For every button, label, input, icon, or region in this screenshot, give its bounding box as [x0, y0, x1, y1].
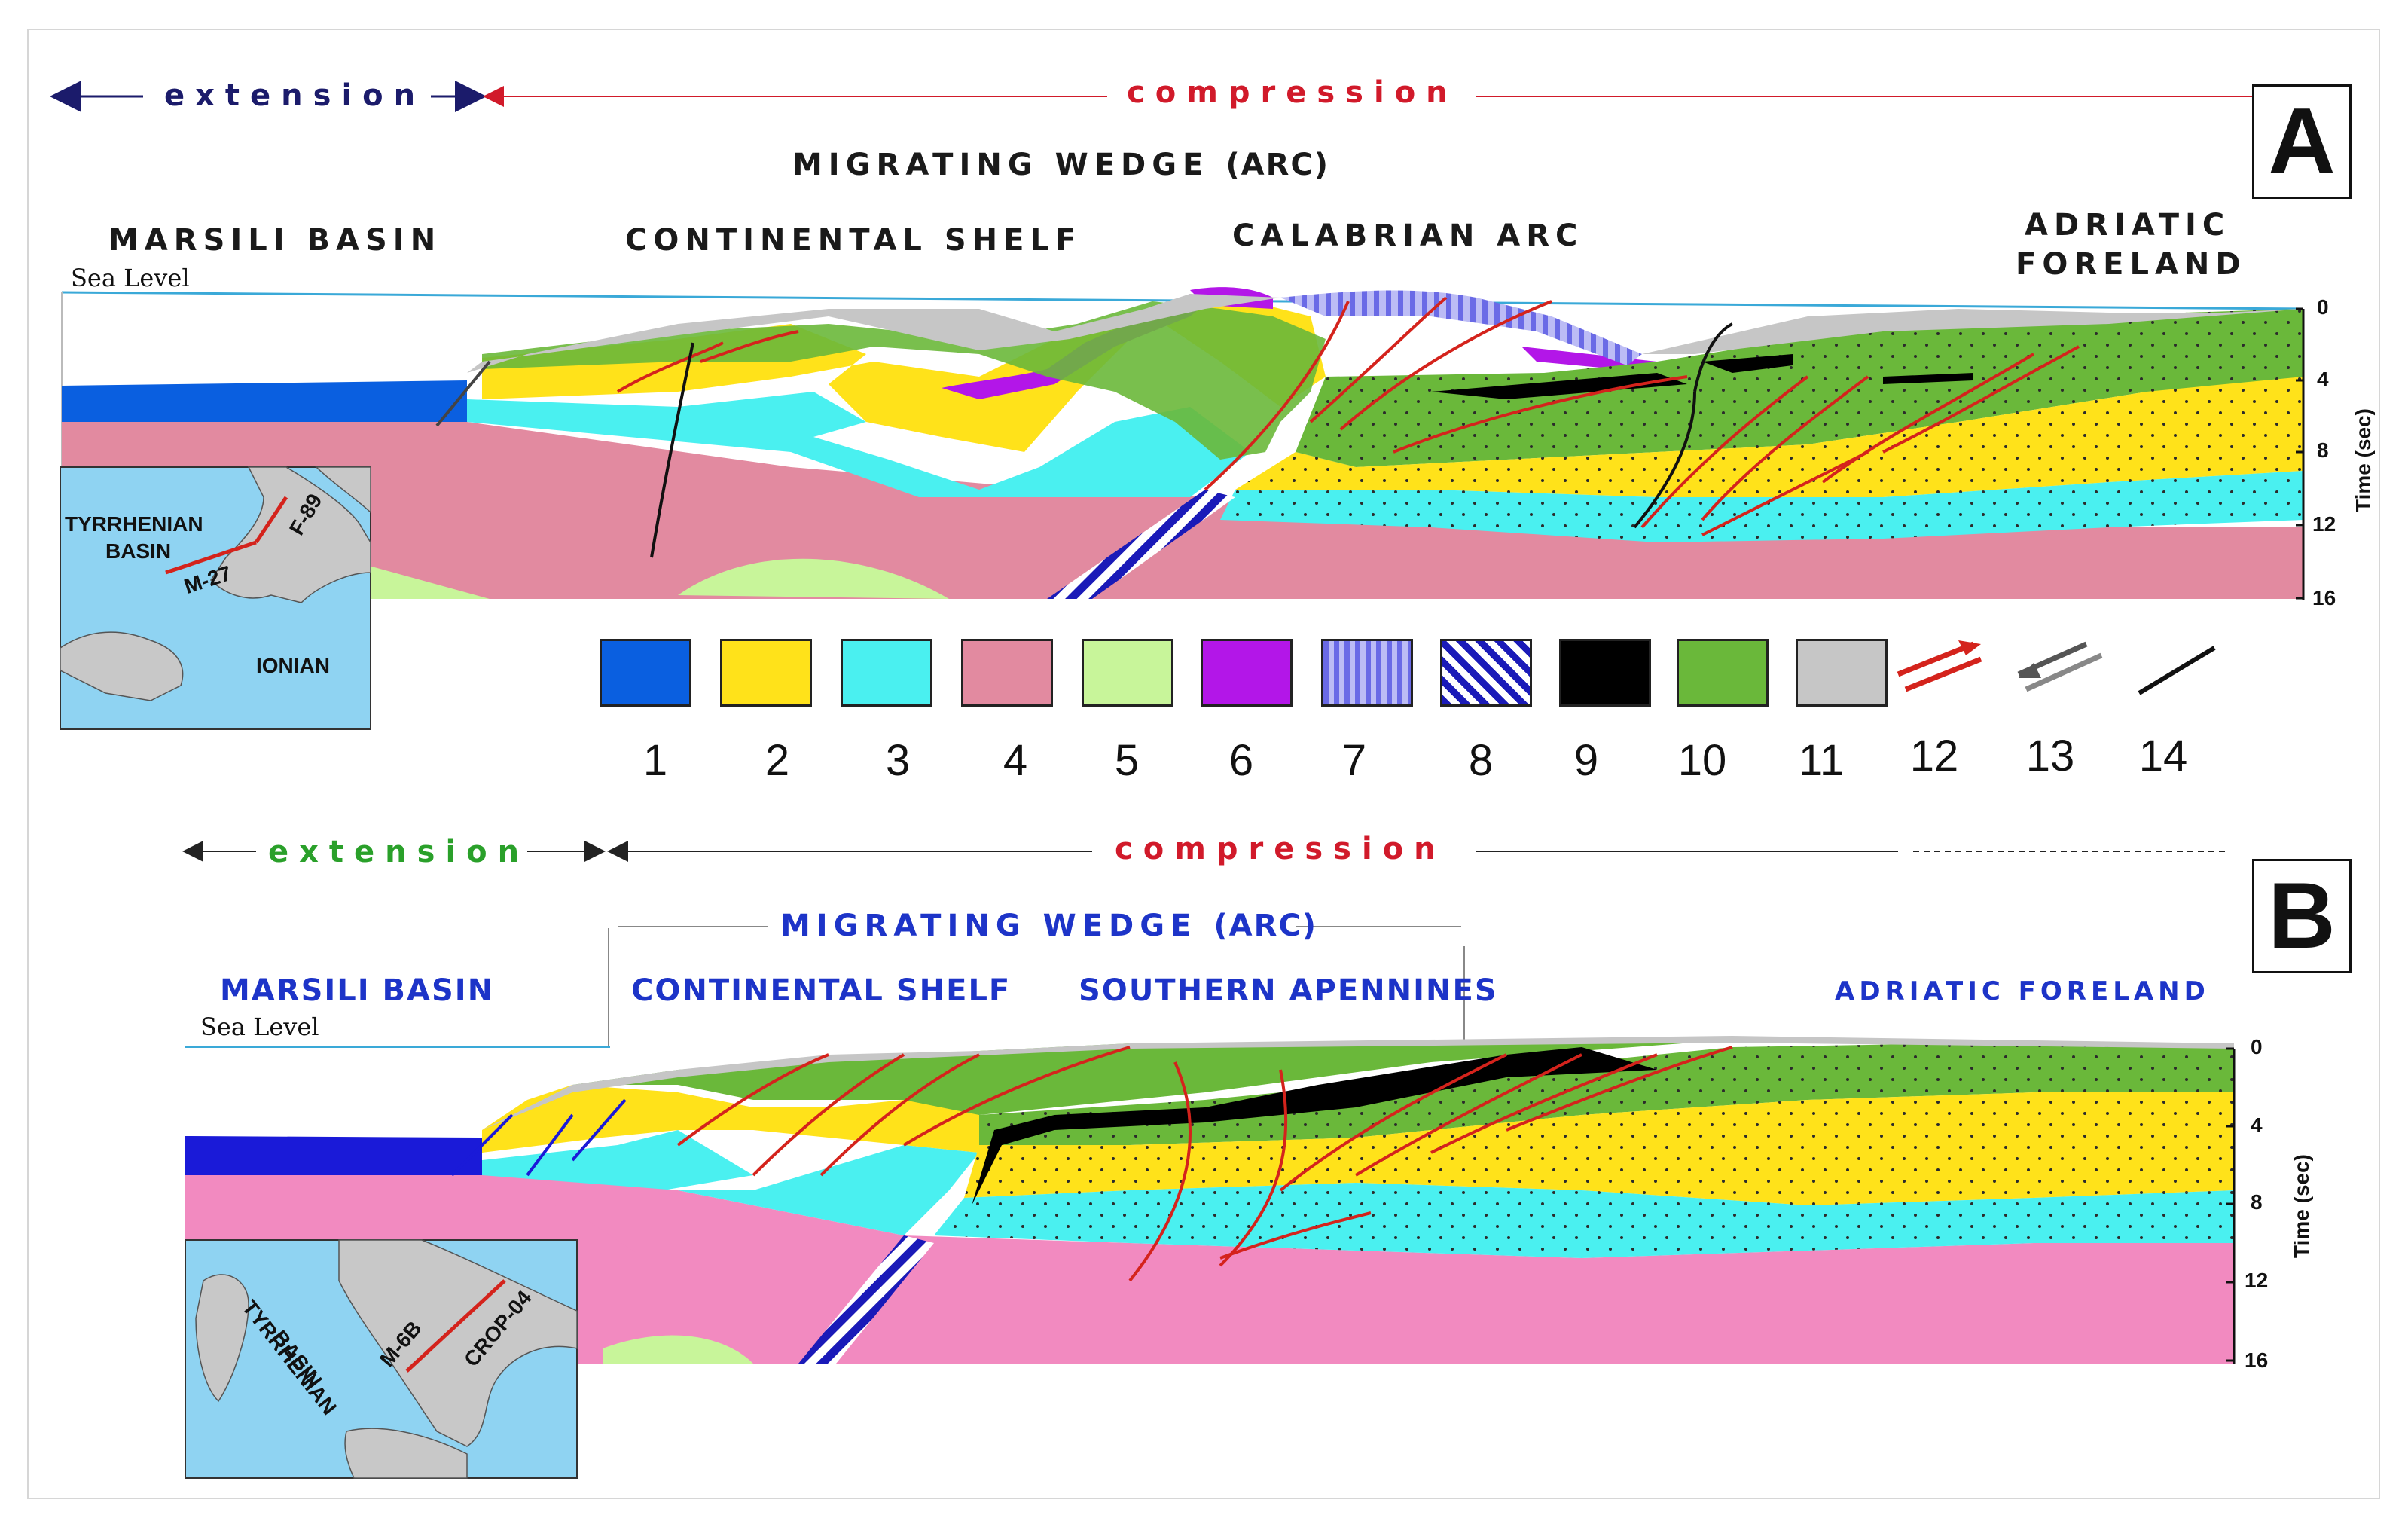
panel-a-tick-4: 4: [2317, 368, 2329, 391]
panel-b-wedge-suffix: (ARC): [1213, 909, 1318, 943]
panel-a-tick-12: 12: [2312, 512, 2336, 536]
legend-number-3: 3: [885, 736, 911, 785]
legend-symbol-14: [2138, 646, 2216, 695]
legend-symbol-12: [1897, 640, 1982, 692]
panel-a-section: [61, 287, 2304, 603]
panel-b-tick-8: 8: [2251, 1190, 2263, 1214]
region-foreland: FORELAND: [2016, 247, 2247, 282]
panel-b-sea-level: Sea Level: [200, 1012, 319, 1041]
panel-b-axis: [2226, 1047, 2236, 1364]
panel-a-axis: [2296, 307, 2305, 600]
legend-symbol-13: [2017, 641, 2103, 692]
panel-b-axis-title: Time (sec): [2290, 1154, 2313, 1258]
panel-a-tick-0: 0: [2317, 295, 2329, 319]
panel-a-letter: A: [2252, 84, 2352, 199]
panel-b-tick-12: 12: [2245, 1269, 2269, 1292]
panel-b-tick-16: 16: [2245, 1348, 2269, 1372]
panel-b-wedge-text: MIGRATING WEDGE: [780, 909, 1198, 943]
legend-number-8: 8: [1468, 736, 1494, 785]
legend-swatch-10: [1677, 639, 1769, 707]
legend-swatch-3: [841, 639, 932, 707]
panel-b-tick-4: 4: [2251, 1113, 2263, 1137]
panel-a-compression-label: compression: [1127, 75, 1458, 110]
panel-a-inset-map: [60, 466, 371, 730]
legend-swatch-5: [1082, 639, 1173, 707]
legend-number-9: 9: [1573, 736, 1599, 785]
region-continental-shelf: CONTINENTAL SHELF: [625, 223, 1082, 258]
legend-swatch-1: [600, 639, 691, 707]
legend-swatch-7: [1321, 639, 1413, 707]
inset-a-basin: BASIN: [105, 539, 172, 563]
legend-swatch-11: [1796, 639, 1888, 707]
legend-number-13: 13: [2025, 731, 2075, 780]
legend-number-6: 6: [1228, 736, 1254, 785]
region-b-adriatic-foreland: ADRIATIC FORELAND: [1835, 976, 2210, 1006]
legend-swatch-9: [1559, 639, 1651, 707]
legend-number-10: 10: [1677, 736, 1727, 785]
legend-number-1: 1: [642, 736, 668, 785]
panel-a-wedge-text: MIGRATING WEDGE: [792, 148, 1210, 182]
panel-b-header-arrows: [182, 841, 2229, 1047]
legend-swatch-8: [1440, 639, 1532, 707]
legend-number-14: 14: [2138, 731, 2188, 780]
inset-a-ionian: IONIAN: [256, 654, 330, 677]
legend-number-7: 7: [1341, 736, 1367, 785]
region-b-continental-shelf: CONTINENTAL SHELF: [631, 973, 1012, 1008]
legend-number-4: 4: [1003, 736, 1028, 785]
legend-number-5: 5: [1114, 736, 1140, 785]
legend-swatch-2: [720, 639, 812, 707]
panel-b-letter: B: [2252, 859, 2352, 973]
region-adriatic: ADRIATIC: [2025, 208, 2231, 243]
region-b-marsili-basin: MARSILI BASIN: [220, 973, 495, 1008]
panel-a-extension-label: extension: [164, 78, 426, 113]
panel-a-wedge-suffix: (ARC): [1225, 148, 1330, 182]
region-marsili-basin: MARSILI BASIN: [108, 223, 442, 258]
legend-number-2: 2: [765, 736, 790, 785]
panel-b-wedge-title: MIGRATING WEDGE (ARC): [780, 909, 1317, 943]
panel-b-tick-0: 0: [2251, 1035, 2263, 1058]
legend-swatch-4: [961, 639, 1053, 707]
legend-number-11: 11: [1798, 736, 1845, 785]
panel-a-axis-title: Time (sec): [2352, 408, 2375, 512]
panel-a-wedge-title: MIGRATING WEDGE (ARC): [792, 148, 1329, 182]
legend-swatch-6: [1201, 639, 1293, 707]
inset-a-tyrrhenian: TYRRHENIAN: [65, 512, 203, 536]
panel-a-sea-level: Sea Level: [71, 264, 190, 292]
region-b-southern-apennines: SOUTHERN APENNINES: [1079, 973, 1498, 1008]
panel-a-tick-16: 16: [2312, 586, 2336, 609]
panel-b-compression-label: compression: [1115, 832, 1446, 866]
panel-b-inset-map: [185, 1239, 578, 1479]
legend-number-12: 12: [1909, 731, 1959, 780]
region-calabrian-arc: CALABRIAN ARC: [1232, 218, 1584, 253]
panel-b-extension-label: extension: [268, 835, 530, 869]
panel-a-tick-8: 8: [2317, 438, 2329, 462]
